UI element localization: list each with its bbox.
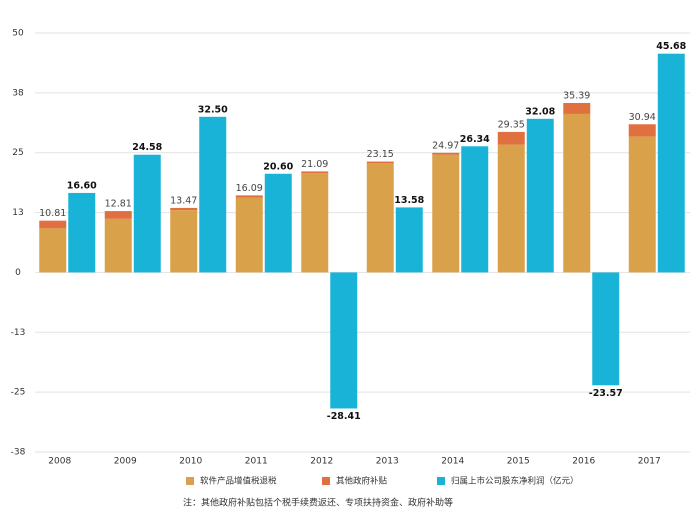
bar xyxy=(657,53,685,273)
y-tick-label: -38 xyxy=(11,448,26,458)
value-label: 16.60 xyxy=(67,180,97,191)
stack-label: 10.81 xyxy=(39,208,66,219)
stack-label: 13.47 xyxy=(170,195,197,206)
bar-segment xyxy=(104,211,132,219)
stack-label: 30.94 xyxy=(629,112,656,123)
bar-segment xyxy=(432,154,460,273)
stack-label: 23.15 xyxy=(367,149,394,160)
x-tick-label: 2013 xyxy=(376,457,399,467)
bar-segment xyxy=(39,220,67,229)
y-tick-label: 38 xyxy=(12,88,24,98)
bar-segment xyxy=(628,124,656,137)
legend-swatch xyxy=(437,477,445,485)
bar xyxy=(330,272,358,409)
stack-label: 29.35 xyxy=(498,119,525,130)
bar-segment xyxy=(366,163,394,273)
x-tick-label: 2014 xyxy=(441,457,464,467)
value-label: 24.58 xyxy=(132,142,162,153)
bar-segment xyxy=(497,131,525,145)
bar xyxy=(526,118,554,273)
bar-segment xyxy=(235,197,263,273)
y-tick-label: 0 xyxy=(15,268,21,278)
stack-label: 24.97 xyxy=(432,140,459,151)
bar-segment xyxy=(104,218,132,273)
value-label: 20.60 xyxy=(263,161,293,172)
value-label: 26.34 xyxy=(460,134,490,145)
x-tick-label: 2011 xyxy=(245,457,268,467)
note: 注：其他政府补贴包括个税手续费返还、专项扶持资金、政府补助等 xyxy=(183,497,453,509)
bar-segment xyxy=(235,195,263,198)
legend-swatch xyxy=(322,477,330,485)
y-tick-label: 13 xyxy=(12,208,23,218)
bar-segment xyxy=(432,152,460,155)
bar xyxy=(395,207,423,273)
legend-swatch xyxy=(186,477,194,485)
stack-label: 12.81 xyxy=(105,199,132,210)
bar-segment xyxy=(563,102,591,114)
bar-segment xyxy=(366,161,394,164)
bar-segment xyxy=(39,228,67,273)
bar-segment xyxy=(628,136,656,273)
bar xyxy=(264,173,292,273)
bar-segment xyxy=(301,173,329,273)
stack-label: 35.39 xyxy=(563,90,590,101)
x-tick-label: 2015 xyxy=(507,457,530,467)
value-label: -28.41 xyxy=(327,411,361,422)
value-label: 45.68 xyxy=(656,41,686,52)
x-tick-label: 2016 xyxy=(572,457,595,467)
y-tick-label: 50 xyxy=(12,29,24,39)
legend-label: 其他政府补贴 xyxy=(336,476,388,487)
stack-label: 16.09 xyxy=(236,183,263,194)
y-tick-label: -13 xyxy=(11,328,26,338)
x-tick-label: 2012 xyxy=(310,457,333,467)
value-label: 13.58 xyxy=(394,195,424,206)
value-label: 32.08 xyxy=(525,106,555,117)
x-tick-label: 2010 xyxy=(179,457,202,467)
legend-label: 软件产品增值税退税 xyxy=(200,476,277,487)
bar xyxy=(461,146,489,273)
stack-label: 21.09 xyxy=(301,159,328,170)
y-tick-label: -25 xyxy=(11,388,26,398)
bar-segment xyxy=(563,113,591,273)
bar xyxy=(592,272,620,386)
bar-segment xyxy=(497,144,525,273)
bar-segment xyxy=(170,207,198,211)
x-tick-label: 2017 xyxy=(638,457,661,467)
bar-segment xyxy=(170,210,198,273)
bar xyxy=(68,192,96,273)
y-tick-label: 25 xyxy=(12,148,23,158)
legend-label: 归属上市公司股东净利润（亿元） xyxy=(451,476,579,487)
x-tick-label: 2008 xyxy=(48,457,71,467)
value-label: -23.57 xyxy=(589,388,623,399)
x-tick-label: 2009 xyxy=(114,457,137,467)
value-label: 32.50 xyxy=(198,104,228,115)
bar xyxy=(133,154,161,273)
bar-segment xyxy=(301,171,329,174)
bar xyxy=(199,116,227,273)
